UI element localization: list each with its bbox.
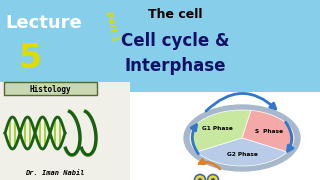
Polygon shape [197,138,287,166]
Polygon shape [190,110,251,152]
Bar [0,82,130,180]
Bar [0,0,130,180]
Text: Lecture: Lecture [5,14,82,32]
Polygon shape [242,110,294,152]
Bar [130,92,320,180]
Text: 5: 5 [18,42,41,75]
FancyBboxPatch shape [4,82,97,94]
Text: Histology: Histology [29,85,71,94]
Text: part 1: part 1 [105,10,119,42]
Text: S  Phase: S Phase [255,129,284,134]
Text: G1 Phase: G1 Phase [202,126,233,131]
Ellipse shape [184,105,300,171]
Circle shape [207,174,219,180]
Circle shape [198,178,202,180]
Bar [130,0,320,92]
Text: G2 Phase: G2 Phase [227,152,257,157]
Text: Interphase: Interphase [124,57,226,75]
Text: The cell: The cell [148,8,202,21]
Circle shape [195,174,205,180]
Text: Dr. Iman Nabil: Dr. Iman Nabil [25,170,85,176]
Text: Cell cycle &: Cell cycle & [121,32,229,50]
Circle shape [211,178,215,180]
